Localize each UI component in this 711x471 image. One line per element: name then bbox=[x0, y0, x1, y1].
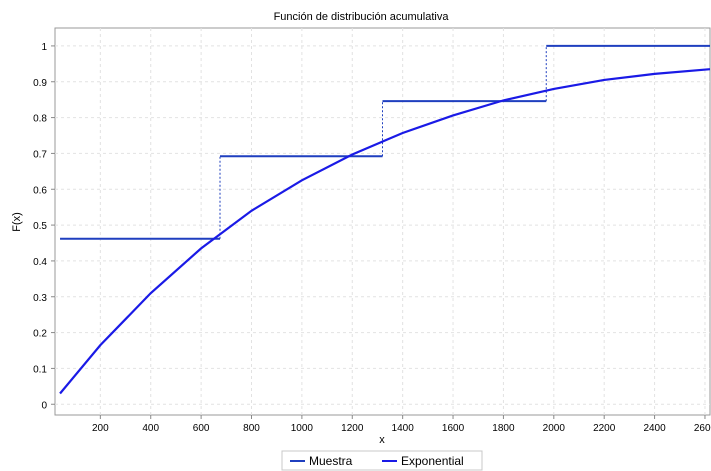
y-tick-label: 1 bbox=[41, 42, 47, 53]
y-tick-label: 0.1 bbox=[33, 364, 47, 375]
y-tick-label: 0.7 bbox=[33, 149, 47, 160]
y-tick-label: 0.9 bbox=[33, 78, 47, 89]
x-axis-label: x bbox=[379, 434, 385, 446]
plot-area bbox=[54, 27, 711, 416]
y-tick-label: 0 bbox=[41, 400, 47, 411]
grid-layer bbox=[55, 28, 710, 415]
x-tick-label: 1800 bbox=[492, 423, 515, 434]
x-tick-label: 600 bbox=[193, 423, 210, 434]
series-layer bbox=[59, 44, 711, 395]
y-tick-label: 0.8 bbox=[33, 114, 47, 125]
x-tick-label: 2200 bbox=[593, 423, 616, 434]
chart-title: Función de distribución acumulativa bbox=[274, 11, 450, 23]
legend: Muestra Exponential bbox=[281, 450, 483, 471]
x-tick-label: 2400 bbox=[643, 423, 666, 434]
x-tick-label: 1400 bbox=[392, 423, 415, 434]
exponential-curve bbox=[59, 68, 711, 395]
tick-layer: 200 400 600 800 1000 1200 1400 1600 1800 2000 2200… bbox=[33, 42, 711, 434]
x-tick-label: 1000 bbox=[291, 423, 314, 434]
y-axis-label: F(x) bbox=[11, 212, 23, 232]
x-tick-label: 2000 bbox=[543, 423, 566, 434]
x-tick-label: 800 bbox=[243, 423, 260, 434]
x-tick-label: 400 bbox=[142, 423, 159, 434]
y-tick-label: 0.3 bbox=[33, 293, 47, 304]
y-tick-label: 0.6 bbox=[33, 185, 47, 196]
y-tick-label: 0.4 bbox=[33, 257, 47, 268]
x-tick-label: 200 bbox=[92, 423, 109, 434]
x-tick-label: 1200 bbox=[341, 423, 364, 434]
y-tick-label: 0.2 bbox=[33, 329, 47, 340]
x-tick-label: 1600 bbox=[442, 423, 465, 434]
legend-label-exponential: Exponential bbox=[401, 454, 464, 468]
y-tick-label: 0.5 bbox=[33, 221, 47, 232]
legend-label-muestra: Muestra bbox=[309, 454, 353, 468]
